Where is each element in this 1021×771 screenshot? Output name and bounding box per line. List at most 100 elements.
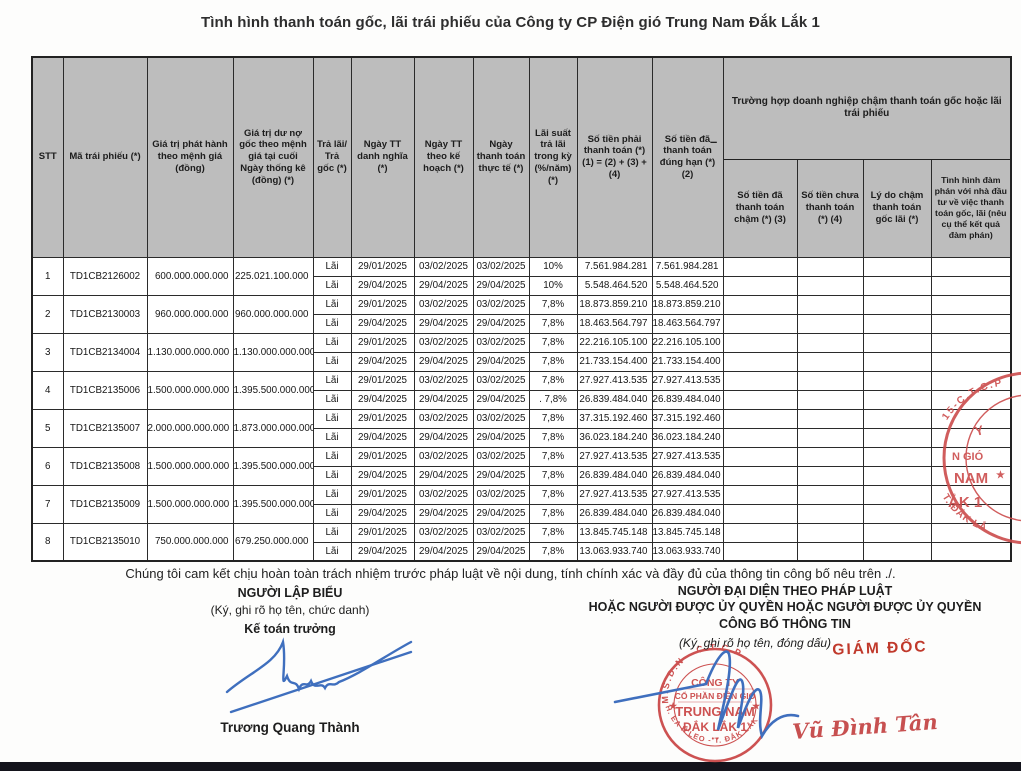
header-ngay-tt-ke-hoach: Ngày TT theo kế hoạch (*) <box>413 56 474 258</box>
payment-nominal-date: 29/04/2025 <box>350 541 415 562</box>
payment-paid: 26.839.484.040 <box>651 465 724 486</box>
side-stamp-icon: 15-C.T.C.P Y N GIÓ NAM ẮK 1 ★ T. ĐẮK LẮ <box>926 370 1021 548</box>
empty-cell <box>930 351 1012 372</box>
svg-text:N GIÓ: N GIÓ <box>952 450 984 463</box>
empty-cell <box>796 522 864 543</box>
empty-cell <box>722 275 798 296</box>
empty-cell <box>930 370 1012 391</box>
bond-row: Lãi 29/04/2025 29/04/2025 29/04/2025 7,8% 18.… <box>32 313 1012 334</box>
payment-due: 18.463.564.797 <box>576 313 653 334</box>
empty-cell <box>930 541 1012 562</box>
payment-due: 37.315.192.460 <box>576 408 653 429</box>
left-signer-role: Kế toán trưởng <box>244 622 336 636</box>
payment-type: Lãi <box>312 484 352 505</box>
bond-row: 8 TD1CB2135010 750.000.000.000 679.250.000.… <box>31 522 1012 562</box>
empty-cell <box>862 408 932 429</box>
payment-rate: 7,8% <box>528 446 578 467</box>
payment-nominal-date: 29/04/2025 <box>350 465 415 486</box>
svg-text:Y: Y <box>973 422 985 439</box>
empty-cell <box>722 256 798 277</box>
svg-text:CỔ PHẦN ĐIỆN GIÓ: CỔ PHẦN ĐIỆN GIÓ <box>675 690 756 701</box>
empty-cell <box>862 275 932 296</box>
empty-cell <box>862 294 932 315</box>
payment-paid: 21.733.154.400 <box>651 351 724 372</box>
payment-type: Lãi <box>312 465 352 486</box>
payment-due: 13.063.933.740 <box>576 541 653 562</box>
payment-due: 5.548.464.520 <box>576 275 653 296</box>
bond-row: 5 TD1CB2135007 2.000.000.000.000 1.873.000.… <box>31 408 1012 448</box>
payment-actual-date: 29/04/2025 <box>472 427 530 448</box>
empty-cell <box>722 294 798 315</box>
payment-plan-date: 29/04/2025 <box>413 465 474 486</box>
payment-nominal-date: 29/01/2025 <box>350 294 415 315</box>
payment-paid: 27.927.413.535 <box>651 370 724 391</box>
empty-cell <box>796 351 864 372</box>
bond-stt: 3 <box>31 332 64 372</box>
empty-cell <box>722 465 798 486</box>
empty-cell <box>862 503 932 524</box>
payment-nominal-date: 29/04/2025 <box>350 313 415 334</box>
payment-actual-date: 03/02/2025 <box>472 446 530 467</box>
payment-actual-date: 29/04/2025 <box>472 503 530 524</box>
bond-issue-value: 2.000.000.000.000 <box>146 408 234 448</box>
svg-text:★: ★ <box>996 470 1005 481</box>
payment-due: 26.839.484.040 <box>576 465 653 486</box>
empty-cell <box>862 313 932 334</box>
right-signer-title-3: CÔNG BỐ THÔNG TIN <box>719 617 851 631</box>
empty-cell <box>796 294 864 315</box>
payment-actual-date: 03/02/2025 <box>472 294 530 315</box>
payment-paid: 18.463.564.797 <box>651 313 724 334</box>
svg-text:ĐẮK LẮK 1: ĐẮK LẮK 1 <box>683 719 747 734</box>
payment-actual-date: 29/04/2025 <box>472 465 530 486</box>
empty-cell <box>930 313 1012 334</box>
empty-cell <box>722 332 798 353</box>
payment-actual-date: 03/02/2025 <box>472 522 530 543</box>
empty-cell <box>930 465 1012 486</box>
payment-due: 7.561.984.281 <box>576 256 653 277</box>
payment-plan-date: 03/02/2025 <box>413 522 474 543</box>
empty-cell <box>796 332 864 353</box>
stray-mark: – <box>710 134 718 149</box>
empty-cell <box>930 446 1012 467</box>
empty-cell <box>862 541 932 562</box>
empty-cell <box>862 256 932 277</box>
payment-paid: 13.063.933.740 <box>651 541 724 562</box>
svg-text:★: ★ <box>669 701 678 711</box>
payment-type: Lãi <box>312 446 352 467</box>
payment-paid: 22.216.105.100 <box>651 332 724 353</box>
payment-due: 22.216.105.100 <box>576 332 653 353</box>
empty-cell <box>796 484 864 505</box>
svg-text:TRUNG NAM: TRUNG NAM <box>675 704 754 719</box>
empty-cell <box>930 389 1012 410</box>
payment-actual-date: 29/04/2025 <box>472 313 530 334</box>
bond-code: TD1CB2126002 <box>62 256 148 296</box>
empty-cell <box>796 256 864 277</box>
payment-rate: 7,8% <box>528 408 578 429</box>
payment-type: Lãi <box>312 370 352 391</box>
empty-cell <box>722 408 798 429</box>
bond-table-body: 1 TD1CB2126002 600.000.000.000 225.021.100.… <box>31 256 1012 562</box>
empty-cell <box>796 389 864 410</box>
left-signer-title: NGƯỜI LẬP BIỂU <box>237 586 343 600</box>
payment-paid: 27.927.413.535 <box>651 484 724 505</box>
svg-text:NAM: NAM <box>954 470 988 487</box>
payment-rate: 7,8% <box>528 541 578 562</box>
svg-text:ẮK 1: ẮK 1 <box>948 493 982 511</box>
company-stamp-icon: M.S.D.N - C.T.C.P H. EA H'LEO - T. ĐẮK L… <box>657 644 773 763</box>
empty-cell <box>796 408 864 429</box>
bond-stt: 7 <box>31 484 64 524</box>
empty-cell <box>796 465 864 486</box>
payment-nominal-date: 29/04/2025 <box>350 503 415 524</box>
bond-stt: 2 <box>31 294 64 334</box>
empty-cell <box>796 370 864 391</box>
left-signer-subtitle: (Ký, ghi rõ họ tên, chức danh) <box>210 603 370 617</box>
bond-outstanding: 225.021.100.000 <box>232 256 314 296</box>
empty-cell <box>722 484 798 505</box>
empty-cell <box>862 370 932 391</box>
payment-type: Lãi <box>312 256 352 277</box>
commitment-text: Chúng tôi cam kết chịu hoàn toàn trách n… <box>125 566 896 581</box>
payment-nominal-date: 29/01/2025 <box>350 446 415 467</box>
header-stt: STT <box>31 56 64 258</box>
right-signer-subtitle: (Ký, ghi rõ họ tên, đóng dấu) <box>678 636 832 650</box>
payment-plan-date: 29/04/2025 <box>413 503 474 524</box>
